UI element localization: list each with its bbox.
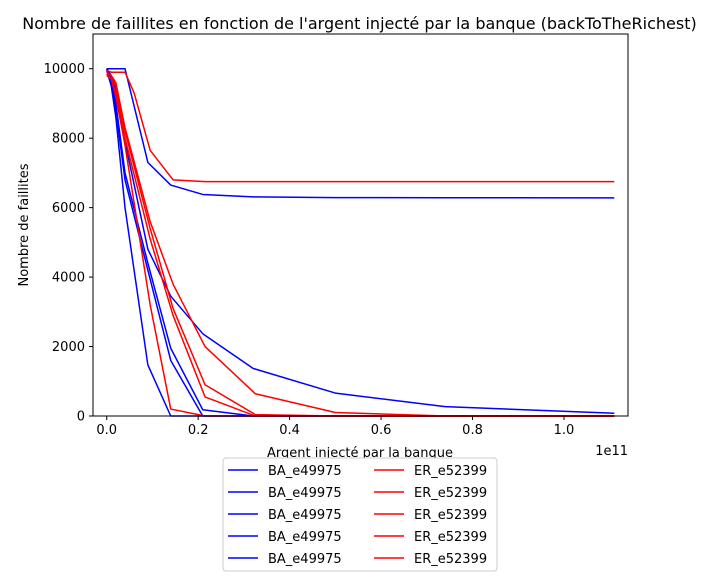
legend-box (222, 457, 498, 572)
series-line-ba-e49975-5 (106, 70, 615, 417)
y-tick-label: 0 (77, 410, 85, 425)
legend-label: ER_e52399 (414, 464, 487, 479)
series-line-er-e52399-9 (106, 73, 615, 417)
series-line-ba-e49975-1 (106, 67, 615, 199)
legend-label: BA_e49975 (268, 486, 342, 501)
y-tick-label: 2000 (52, 340, 85, 355)
legend-label: BA_e49975 (268, 508, 342, 523)
x-tick-label: 0.4 (279, 423, 300, 438)
series-line-er-e52399-7 (106, 71, 615, 417)
series-layer (106, 67, 615, 417)
y-axis-ticks: 0 2000 4000 6000 8000 10000 (44, 62, 93, 425)
series-line-ba-e49975-2 (106, 68, 615, 414)
chart-title: Nombre de faillites en fonction de l'arg… (22, 14, 696, 33)
legend: BA_e49975 BA_e49975 BA_e49975 BA_e49975 BA_e… (222, 457, 498, 572)
legend-items: BA_e49975 BA_e49975 BA_e49975 BA_e49975 BA_e… (228, 464, 487, 567)
series-line-ba-e49975-4 (106, 68, 615, 417)
axes-frame (92, 33, 629, 417)
legend-label: BA_e49975 (268, 464, 342, 479)
y-tick-label: 10000 (44, 62, 85, 77)
legend-label: ER_e52399 (414, 508, 487, 523)
legend-label: ER_e52399 (414, 486, 487, 501)
legend-label: ER_e52399 (414, 530, 487, 545)
x-axis-ticks: 0.0 0.2 0.4 0.6 0.8 1.0 (96, 416, 574, 438)
x-tick-label: 1.0 (554, 423, 575, 438)
plot-area (92, 33, 629, 417)
y-tick-label: 4000 (52, 271, 85, 286)
series-line-er-e52399-6 (106, 69, 615, 183)
y-tick-label: 8000 (52, 132, 85, 147)
x-axis-offset-label: 1e11 (595, 444, 628, 459)
x-axis-label: Argent injecté par la banque (267, 446, 453, 461)
legend-label: BA_e49975 (268, 552, 342, 567)
series-line-er-e52399-8 (106, 71, 615, 417)
series-line-er-e52399-10 (106, 75, 615, 417)
x-tick-label: 0.0 (96, 423, 117, 438)
series-line-ba-e49975-3 (106, 68, 615, 417)
y-tick-label: 6000 (52, 201, 85, 216)
y-axis-label: Nombre de faillites (17, 163, 32, 286)
x-tick-label: 0.2 (188, 423, 209, 438)
legend-label: ER_e52399 (414, 552, 487, 567)
x-tick-label: 0.6 (371, 423, 392, 438)
legend-label: BA_e49975 (268, 530, 342, 545)
x-tick-label: 0.8 (462, 423, 483, 438)
